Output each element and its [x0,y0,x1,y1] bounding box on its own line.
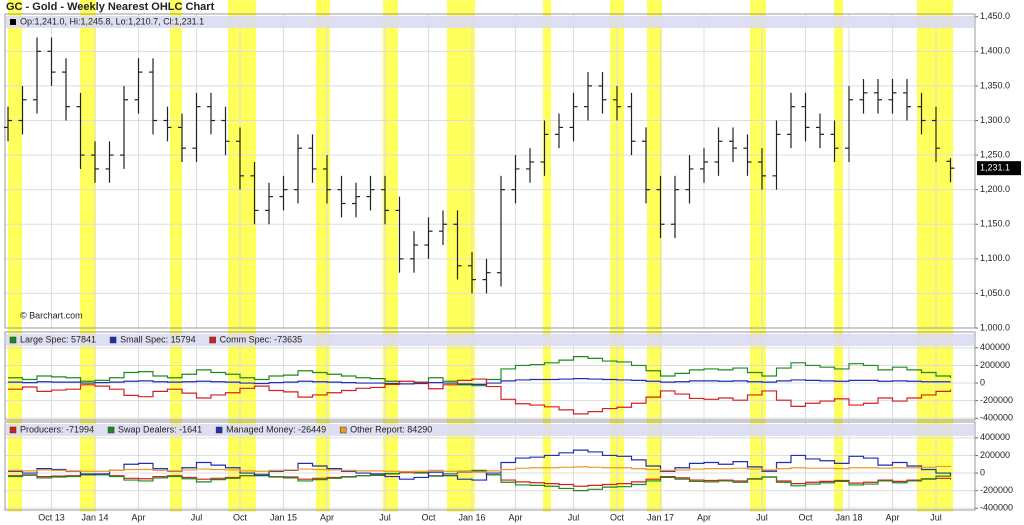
legend-band [6,424,974,436]
x-tick-label: Jan 14 [81,512,108,522]
series-line [8,449,952,481]
source-label: © Barchart.com [20,310,83,320]
legend-swatch [339,426,347,434]
highlight-band [8,0,22,512]
legend-band [6,334,974,346]
y-tick-label: -200000 [980,485,1013,495]
y-tick-label: 1,350.0 [980,80,1010,90]
x-tick-label: Jul [191,512,203,522]
legend-text: Other Report: 84290 [350,424,432,434]
y-tick-label: 0 [980,377,985,387]
y-tick-label: 1,050.0 [980,288,1010,298]
y-tick-label: 200000 [980,360,1010,370]
last-price-tag [977,161,1021,176]
x-tick-label: Jul [756,512,768,522]
chart-title: GC - Gold - Weekly Nearest OHLC Chart [6,1,215,13]
x-tick-label: Apr [697,512,711,522]
x-tick-label: Jan 18 [835,512,862,522]
legend-text: Producers: -71994 [20,424,94,434]
x-tick-label: Oct [610,512,625,522]
x-tick-label: Apr [508,512,522,522]
last-price-label: 1,231.1 [980,163,1010,173]
panel-frame [4,421,976,511]
panel-frame [4,331,976,421]
y-tick-label: 1,100.0 [980,253,1010,263]
legend-band [6,16,974,28]
x-tick-label: Apr [885,512,899,522]
series-line [8,378,952,385]
y-tick-label: 1,250.0 [980,149,1010,159]
y-tick-label: 400000 [980,432,1010,442]
highlight-band [80,0,96,512]
y-tick-label: 1,200.0 [980,184,1010,194]
panel-frame [4,13,976,329]
legend-swatch [9,336,17,344]
legend-swatch [209,336,216,344]
series-line [8,378,952,415]
x-tick-label: Oct [798,512,813,522]
x-tick-label: Oct [421,512,436,522]
legend-text: Op:1,241.0, Hi:1,245.8, Lo:1,210.7, Cl:1… [20,16,204,26]
y-tick-label: 200000 [980,450,1010,460]
x-tick-label: Oct 13 [38,512,65,522]
x-tick-label: Oct [233,512,248,522]
x-tick-label: Jul [930,512,942,522]
x-tick-label: Apr [320,512,334,522]
legend-swatch [9,426,17,434]
highlight-band [543,0,551,512]
legend-swatch [107,426,115,434]
y-tick-label: -400000 [980,503,1013,513]
x-tick-label: Apr [131,512,145,522]
y-tick-label: 1,300.0 [980,115,1010,125]
x-tick-label: Jan 16 [458,512,485,522]
y-tick-label: -200000 [980,395,1013,405]
legend-swatch [215,426,223,434]
highlight-band [647,0,662,512]
legend-text: Managed Money: -26449 [226,424,326,434]
legend-swatch [10,19,16,25]
x-tick-label: Jan 15 [270,512,297,522]
y-tick-label: 1,150.0 [980,219,1010,229]
legend-swatch [109,336,117,344]
y-tick-label: 400000 [980,342,1010,352]
legend-text: Large Spec: 57841 [20,334,96,344]
y-tick-label: 0 [980,467,985,477]
highlight-band [834,0,843,512]
y-tick-label: 1,400.0 [980,46,1010,56]
series-line [8,465,952,473]
x-tick-label: Jul [379,512,391,522]
y-tick-label: 1,000.0 [980,322,1010,332]
legend-text: Comm Spec: -73635 [220,334,303,344]
x-tick-label: Jul [568,512,580,522]
legend-text: Small Spec: 15794 [120,334,196,344]
legend-text: Swap Dealers: -1641 [118,424,202,434]
y-tick-label: -400000 [980,413,1013,423]
x-tick-label: Jan 17 [647,512,674,522]
y-tick-label: 1,450.0 [980,11,1010,21]
